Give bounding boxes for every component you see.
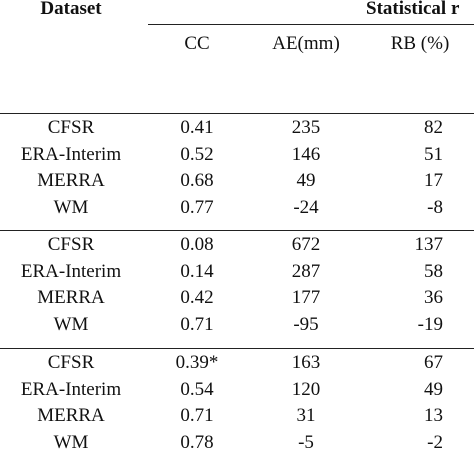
- dataset-cell: ERA-Interim: [20, 378, 122, 400]
- dataset-cell: MERRA: [37, 287, 105, 308]
- dataset-cell: ERA-Interim: [20, 143, 122, 165]
- rb-cell: 51: [424, 143, 443, 165]
- rb-cell: 67: [424, 352, 443, 373]
- dataset-cell: WM: [53, 313, 89, 335]
- group-header-rule: [148, 24, 474, 25]
- ae-cell: 177: [291, 287, 321, 308]
- ae-cell: -95: [293, 313, 319, 335]
- rb-cell: -19: [417, 313, 443, 335]
- ae-cell: 146: [291, 143, 321, 165]
- ae-cell: 120: [291, 378, 321, 400]
- cc-cell: 0.68: [180, 170, 214, 191]
- dataset-cell: ERA-Interim: [20, 260, 122, 282]
- rb-cell: 49: [424, 378, 443, 400]
- rb-cell: -2: [427, 431, 443, 453]
- column-header-rb: RB (%): [390, 33, 450, 54]
- ae-cell: 31: [296, 405, 316, 426]
- cc-cell: 0.71: [180, 313, 214, 335]
- dataset-cell: MERRA: [37, 405, 105, 426]
- group-divider-rule: [0, 348, 474, 349]
- cc-cell: 0.78: [180, 431, 214, 453]
- rb-cell: 82: [424, 117, 443, 138]
- ae-cell: 49: [296, 170, 316, 191]
- dataset-cell: WM: [53, 431, 89, 453]
- dataset-cell: CFSR: [47, 117, 95, 138]
- cc-cell: 0.08: [180, 234, 214, 255]
- cc-cell: 0.39*: [175, 352, 219, 373]
- statistical-group-header: Statistical r: [366, 0, 460, 19]
- ae-cell: -24: [293, 196, 319, 218]
- dataset-cell: CFSR: [47, 352, 95, 373]
- column-header-ae: AE(mm): [272, 33, 340, 54]
- dataset-cell: CFSR: [47, 234, 95, 255]
- cc-cell: 0.71: [180, 405, 214, 426]
- ae-cell: 672: [291, 234, 321, 255]
- ae-cell: 287: [291, 260, 321, 282]
- header-bottom-rule: [0, 113, 474, 114]
- cc-cell: 0.41: [180, 117, 214, 138]
- dataset-cell: MERRA: [37, 170, 105, 191]
- cc-cell: 0.42: [180, 287, 214, 308]
- rb-cell: 137: [414, 234, 444, 255]
- rb-cell: 13: [424, 405, 443, 426]
- cc-cell: 0.77: [180, 196, 214, 218]
- column-header-cc: CC: [184, 33, 210, 54]
- rb-cell: 17: [424, 170, 443, 191]
- rb-cell: 36: [424, 287, 443, 308]
- rb-cell: 58: [424, 260, 443, 282]
- cc-cell: 0.54: [180, 378, 214, 400]
- ae-cell: 235: [291, 117, 321, 138]
- group-divider-rule: [0, 230, 474, 231]
- cc-cell: 0.52: [180, 143, 214, 165]
- cc-cell: 0.14: [180, 260, 214, 282]
- dataset-column-header: Dataset: [40, 0, 102, 19]
- rb-cell: -8: [427, 196, 443, 218]
- ae-cell: 163: [291, 352, 321, 373]
- ae-cell: -5: [298, 431, 314, 453]
- dataset-cell: WM: [53, 196, 89, 218]
